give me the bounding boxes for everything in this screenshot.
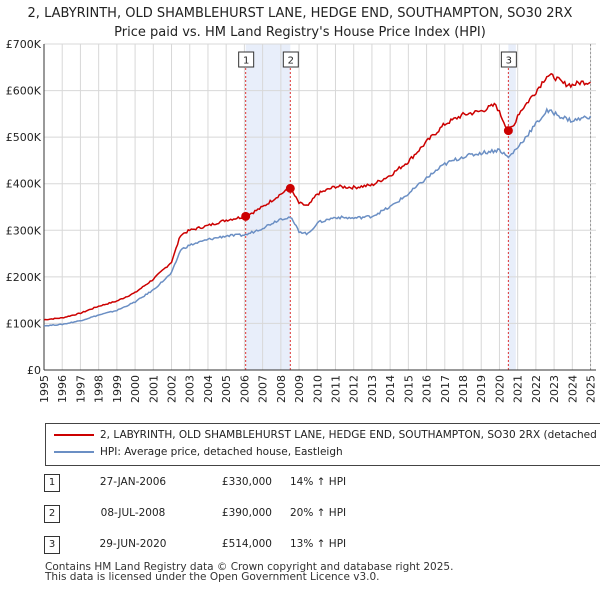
x-tick-label: 2012 (348, 375, 361, 403)
sale-label: 1 (243, 56, 249, 67)
shaded-period (245, 44, 291, 370)
table-row: 2 08-JUL-2008 £390,000 20% ↑ HPI (40, 505, 600, 525)
legend: 2, LABYRINTH, OLD SHAMBLEHURST LANE, HED… (45, 423, 600, 466)
x-tick-label: 2001 (147, 375, 160, 403)
x-tick-label: 1997 (74, 375, 87, 403)
price-paid-line (43, 72, 591, 321)
legend-item-hpi: HPI: Average price, detached house, East… (54, 446, 343, 462)
table-row: 3 29-JUN-2020 £514,000 13% ↑ HPI (40, 536, 600, 556)
x-tick-label: 2004 (202, 375, 215, 403)
y-tick-label: £200K (6, 271, 42, 284)
x-tick-label: 2023 (548, 375, 561, 403)
footer-line-2: This data is licensed under the Open Gov… (45, 571, 380, 583)
x-tick-label: 2014 (384, 375, 397, 403)
table-row: 1 27-JAN-2006 £330,000 14% ↑ HPI (40, 474, 600, 494)
sale-hpi-change: 20% ↑ HPI (290, 507, 347, 519)
x-tick-label: 2025 (585, 375, 598, 403)
x-tick-label: 2016 (421, 375, 434, 403)
x-tick-label: 2015 (402, 375, 415, 403)
chart-title: 2, LABYRINTH, OLD SHAMBLEHURST LANE, HED… (0, 4, 600, 42)
x-tick-label: 1995 (38, 375, 51, 403)
legend-item-price: 2, LABYRINTH, OLD SHAMBLEHURST LANE, HED… (54, 429, 600, 445)
x-tick-label: 2019 (475, 375, 488, 403)
sale-label-box (238, 51, 255, 68)
sale-label-box (282, 51, 299, 68)
sale-hpi-change: 14% ↑ HPI (290, 476, 347, 488)
sale-date: 08-JUL-2008 (100, 507, 166, 519)
sale-point (503, 126, 513, 136)
y-tick-label: £100K (6, 317, 42, 330)
sale-date: 27-JAN-2006 (99, 476, 167, 488)
y-tick-label: £400K (6, 178, 42, 191)
hpi-line (43, 107, 592, 327)
chart-title-line: 2, LABYRINTH, OLD SHAMBLEHURST LANE, HED… (27, 6, 573, 21)
x-tick-label: 2005 (220, 375, 233, 403)
sale-date: 29-JUN-2020 (99, 538, 167, 550)
x-tick-label: 2017 (439, 375, 452, 403)
x-tick-label: 2008 (275, 375, 288, 403)
sale-number: 3 (44, 536, 60, 554)
sale-price: £330,000 (221, 476, 272, 488)
footer-line-1: Contains HM Land Registry data © Crown c… (45, 561, 454, 573)
x-tick-label: 1996 (56, 375, 69, 403)
sale-label: 3 (506, 56, 512, 67)
sale-label-box (500, 51, 517, 68)
x-tick-label: 2013 (366, 375, 379, 403)
x-tick-label: 1998 (93, 375, 106, 403)
x-tick-label: 2002 (166, 375, 179, 403)
legend-label-hpi: HPI: Average price, detached house, East… (100, 446, 343, 458)
sale-label: 2 (288, 56, 294, 67)
y-tick-label: £600K (6, 85, 42, 98)
y-tick-label: £300K (6, 224, 42, 237)
chart-subtitle: Price paid vs. HM Land Registry's House … (114, 25, 486, 40)
x-tick-label: 2011 (329, 375, 342, 403)
legend-swatch-hpi (54, 451, 94, 453)
x-tick-label: 2003 (184, 375, 197, 403)
x-tick-label: 1999 (111, 375, 124, 403)
shaded-period (508, 44, 516, 370)
x-tick-label: 2018 (457, 375, 470, 403)
x-tick-label: 2007 (257, 375, 270, 403)
sale-point (285, 183, 295, 193)
x-tick-label: 2000 (129, 375, 142, 403)
legend-label-price: 2, LABYRINTH, OLD SHAMBLEHURST LANE, HED… (100, 429, 600, 441)
x-tick-label: 2020 (493, 375, 506, 403)
sale-number: 2 (44, 505, 60, 523)
price-chart: 1 2 3 £0 £100K £200K £300K £400K £500K £600K £700K… (6, 38, 598, 403)
x-tick-label: 2006 (238, 375, 251, 403)
x-tick-label: 2010 (311, 375, 324, 403)
y-tick-label: £700K (6, 38, 42, 51)
x-tick-label: 2024 (566, 375, 579, 403)
y-tick-label: £500K (6, 131, 42, 144)
sale-number: 1 (44, 474, 60, 492)
x-tick-label: 2021 (512, 375, 525, 403)
sale-price: £390,000 (221, 507, 272, 519)
sale-point (241, 211, 251, 221)
sale-hpi-change: 13% ↑ HPI (290, 538, 347, 550)
y-tick-label: £0 (27, 364, 41, 377)
x-tick-label: 2009 (293, 375, 306, 403)
x-tick-label: 2022 (530, 375, 543, 403)
footer: Contains HM Land Registry data © Crown c… (45, 561, 454, 583)
sale-price: £514,000 (221, 538, 272, 550)
legend-swatch-price (54, 434, 94, 436)
